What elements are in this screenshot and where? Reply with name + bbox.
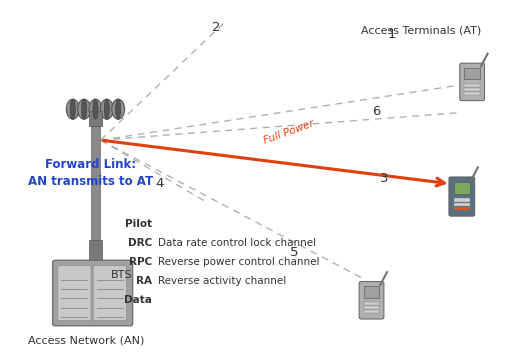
- Text: Reverse activity channel: Reverse activity channel: [158, 276, 287, 286]
- Ellipse shape: [93, 99, 98, 119]
- Ellipse shape: [111, 99, 124, 119]
- Text: Reverse power control channel: Reverse power control channel: [158, 257, 320, 267]
- Ellipse shape: [89, 99, 102, 119]
- Text: 1: 1: [388, 28, 396, 41]
- FancyBboxPatch shape: [364, 286, 379, 297]
- FancyBboxPatch shape: [454, 203, 470, 206]
- FancyBboxPatch shape: [359, 282, 384, 319]
- Ellipse shape: [116, 99, 121, 119]
- Text: 2: 2: [213, 21, 221, 34]
- FancyBboxPatch shape: [93, 266, 126, 321]
- FancyBboxPatch shape: [91, 126, 100, 255]
- Text: Data rate control lock channel: Data rate control lock channel: [158, 238, 316, 248]
- FancyBboxPatch shape: [364, 310, 379, 313]
- Text: 6: 6: [373, 104, 381, 118]
- Ellipse shape: [104, 99, 109, 119]
- Ellipse shape: [100, 99, 114, 119]
- FancyBboxPatch shape: [464, 92, 480, 95]
- FancyBboxPatch shape: [464, 68, 480, 79]
- FancyBboxPatch shape: [364, 302, 379, 305]
- FancyBboxPatch shape: [464, 84, 480, 87]
- Text: 4: 4: [156, 177, 164, 190]
- FancyBboxPatch shape: [364, 306, 379, 309]
- Ellipse shape: [70, 99, 75, 119]
- FancyBboxPatch shape: [58, 266, 91, 321]
- Text: Pilot: Pilot: [125, 219, 152, 229]
- FancyBboxPatch shape: [89, 240, 102, 262]
- Text: Forward Link:
AN transmits to AT: Forward Link: AN transmits to AT: [28, 158, 153, 188]
- FancyBboxPatch shape: [454, 182, 470, 194]
- Text: Access Network (AN): Access Network (AN): [28, 335, 145, 345]
- FancyBboxPatch shape: [454, 207, 470, 210]
- FancyBboxPatch shape: [89, 111, 102, 126]
- Text: Full Power: Full Power: [262, 118, 316, 146]
- Text: Access Terminals (AT): Access Terminals (AT): [361, 26, 481, 36]
- FancyBboxPatch shape: [454, 198, 470, 202]
- Text: 3: 3: [380, 172, 389, 185]
- Ellipse shape: [82, 99, 87, 119]
- FancyBboxPatch shape: [464, 88, 480, 91]
- Text: RPC: RPC: [129, 257, 152, 267]
- FancyBboxPatch shape: [460, 63, 485, 100]
- Ellipse shape: [66, 99, 79, 119]
- Text: Data: Data: [124, 294, 152, 305]
- Text: 5: 5: [290, 246, 298, 260]
- FancyBboxPatch shape: [53, 260, 133, 326]
- Text: RA: RA: [136, 276, 152, 286]
- FancyBboxPatch shape: [449, 177, 475, 216]
- Text: BTS: BTS: [111, 270, 133, 280]
- Text: DRC: DRC: [128, 238, 152, 248]
- Ellipse shape: [77, 99, 91, 119]
